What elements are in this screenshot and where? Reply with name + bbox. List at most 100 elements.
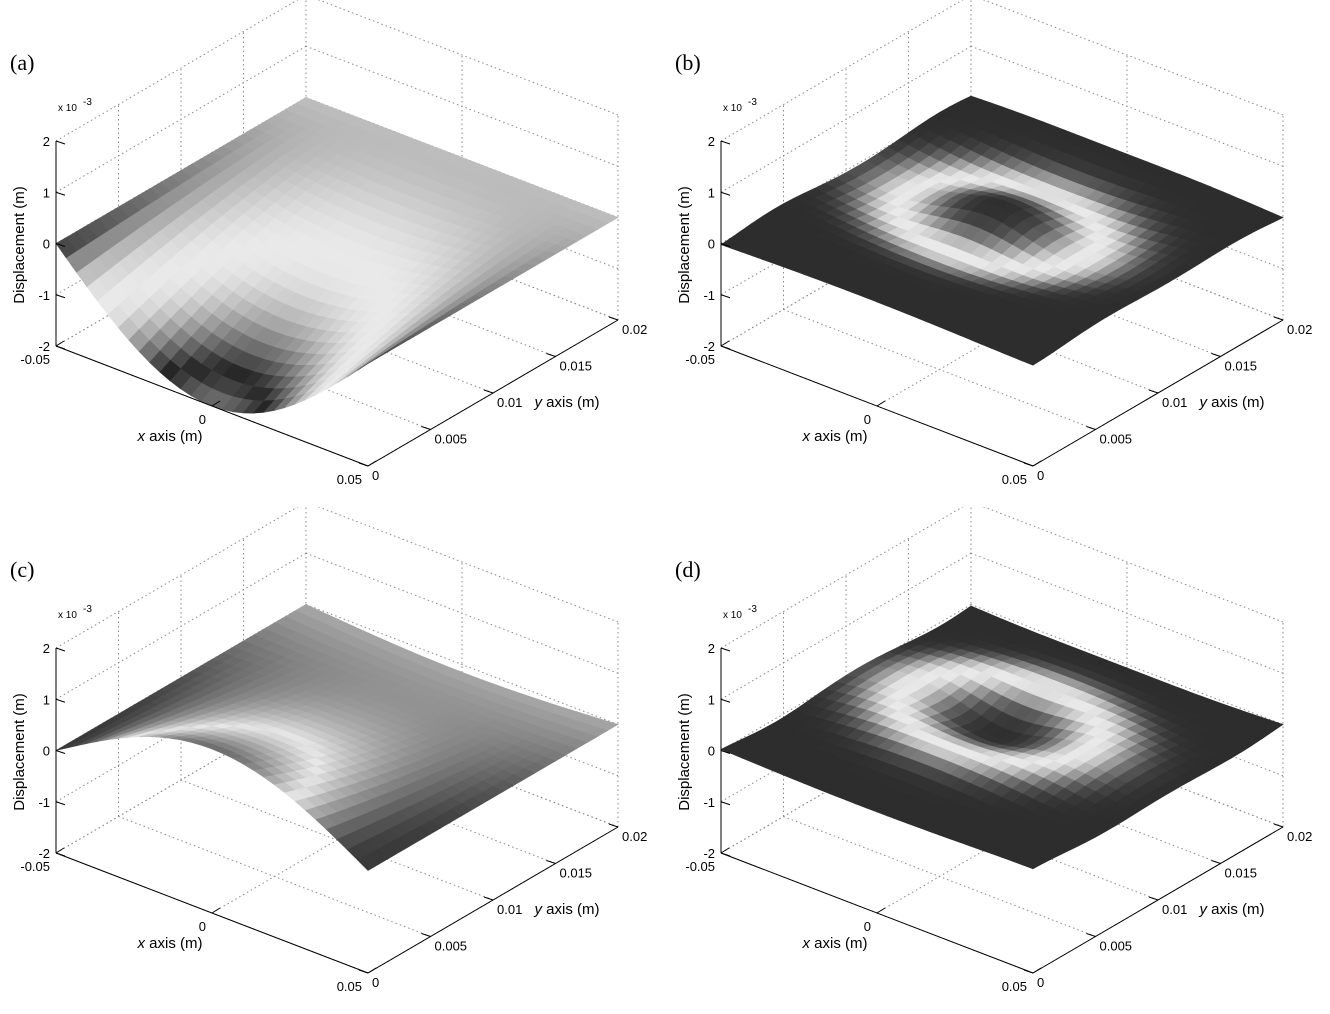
x-axis-label: x axis (m) [802, 428, 868, 445]
y-tick-mark [1211, 860, 1221, 864]
surface-patch [357, 854, 379, 871]
y-tick-mark [608, 316, 619, 321]
x-axis-variable: x [802, 935, 811, 952]
surface-plot-b: -0.05 0 0.05 0 0.005 0.01 0.015 0.02 -2 -1 0 1 2 x 10… [665, 0, 1330, 507]
y-tick-mark [1023, 969, 1034, 974]
z-tick-label: 0 [43, 744, 50, 759]
y-tick-label: 0.015 [560, 866, 593, 881]
y-tick-mark [546, 860, 556, 864]
x-axis-label: x axis (m) [802, 935, 868, 952]
z-tick-label: -1 [703, 795, 715, 810]
z-tick-label: 1 [43, 692, 50, 707]
z-axis-label: Displacement (m) [676, 693, 693, 811]
x-axis-unit: axis (m) [145, 428, 203, 445]
z-tick-label: -1 [38, 795, 50, 810]
x-axis-variable: x [802, 428, 811, 445]
y-tick-label: 0 [372, 468, 379, 483]
z-tick-label: -1 [38, 288, 50, 303]
z-axis-label: Displacement (m) [676, 186, 693, 304]
x-tick-label: 0 [199, 919, 206, 934]
z-tick-mark [55, 294, 66, 299]
z-tick-mark [720, 647, 731, 652]
z-tick-mark [720, 140, 731, 145]
y-tick-label: 0.015 [1225, 359, 1258, 374]
surface [55, 604, 619, 871]
y-axis-label: y axis (m) [1199, 901, 1265, 918]
y-tick-mark [1086, 426, 1096, 430]
y-tick-mark [1148, 389, 1159, 394]
z-tick-mark [720, 191, 731, 196]
x-tick-label: 0 [864, 919, 871, 934]
panel-label: (c) [10, 557, 34, 582]
panel-label: (a) [10, 50, 34, 75]
z-tick-label: 0 [708, 237, 715, 252]
x-tick-mark [876, 400, 886, 407]
y-tick-mark [1273, 316, 1284, 321]
z-axis-label: Displacement (m) [11, 186, 28, 304]
y-tick-mark [546, 353, 556, 357]
z-multiplier-exponent: -3 [83, 97, 92, 108]
z-multiplier: x 10 [58, 103, 77, 114]
z-tick-mark [55, 698, 66, 703]
y-tick-label: 0.005 [435, 432, 468, 447]
plot-svg: -0.05 0 0.05 0 0.005 0.01 0.015 0.02 -2 -1 0 1 2 x 10… [10, 0, 647, 487]
y-axis-unit: axis (m) [542, 901, 600, 918]
z-tick-label: 2 [708, 134, 715, 149]
z-tick-label: 2 [43, 134, 50, 149]
z-tick-label: 2 [43, 641, 50, 656]
panel-label: (b) [675, 50, 701, 75]
z-tick-label: 1 [43, 185, 50, 200]
x-tick-mark [55, 847, 65, 854]
x-tick-mark [55, 340, 65, 347]
x-tick-mark [720, 340, 730, 347]
x-tick-label: 0.05 [1002, 472, 1027, 487]
z-tick-mark [55, 140, 66, 145]
y-axis-label: y axis (m) [1199, 394, 1265, 411]
z-tick-mark [720, 698, 731, 703]
y-axis-unit: axis (m) [1207, 394, 1265, 411]
surface-plot-a: -0.05 0 0.05 0 0.005 0.01 0.015 0.02 -2 -1 0 1 2 x 10… [0, 0, 665, 507]
z-tick-mark [55, 750, 66, 754]
y-tick-mark [1148, 896, 1159, 901]
y-tick-mark [483, 896, 494, 901]
y-axis-label: y axis (m) [534, 901, 600, 918]
z-tick-label: -2 [38, 339, 50, 354]
z-tick-mark [55, 852, 66, 857]
z-multiplier: x 10 [723, 610, 742, 621]
z-tick-label: -2 [703, 846, 715, 861]
y-tick-mark [358, 969, 369, 974]
z-tick-label: -2 [703, 339, 715, 354]
y-axis-unit: axis (m) [542, 394, 600, 411]
x-tick-mark [211, 907, 221, 914]
plot-svg: -0.05 0 0.05 0 0.005 0.01 0.015 0.02 -2 -1 0 1 2 x 10… [675, 0, 1312, 487]
x-axis-variable: x [137, 935, 146, 952]
x-axis-label: x axis (m) [137, 428, 203, 445]
z-tick-label: -1 [703, 288, 715, 303]
x-axis-label: x axis (m) [137, 935, 203, 952]
y-tick-mark [1211, 353, 1221, 357]
x-tick-label: 0.05 [337, 472, 362, 487]
x-axis-unit: axis (m) [145, 935, 203, 952]
y-tick-mark [483, 389, 494, 394]
x-tick-mark [1032, 460, 1042, 467]
z-tick-label: 1 [708, 692, 715, 707]
z-tick-mark [720, 243, 731, 247]
y-tick-mark [1086, 933, 1096, 937]
surface-plot-c: -0.05 0 0.05 0 0.005 0.01 0.015 0.02 -2 -1 0 1 2 x 10… [0, 507, 665, 1014]
z-tick-label: -2 [38, 846, 50, 861]
y-tick-label: 0.02 [1287, 322, 1312, 337]
plot-svg: -0.05 0 0.05 0 0.005 0.01 0.015 0.02 -2 -1 0 1 2 x 10… [10, 507, 647, 994]
y-tick-label: 0.015 [1225, 866, 1258, 881]
y-tick-mark [1023, 462, 1034, 467]
z-tick-label: 1 [708, 185, 715, 200]
z-tick-mark [720, 852, 731, 857]
z-tick-label: 0 [43, 237, 50, 252]
y-tick-label: 0 [1037, 975, 1044, 990]
y-axis-variable: y [534, 901, 544, 918]
y-tick-mark [421, 933, 431, 937]
z-multiplier-exponent: -3 [748, 97, 757, 108]
surface [55, 97, 619, 414]
plot-svg: -0.05 0 0.05 0 0.005 0.01 0.015 0.02 -2 -1 0 1 2 x 10… [675, 507, 1312, 994]
z-tick-mark [55, 345, 66, 350]
y-tick-label: 0.005 [1100, 432, 1133, 447]
